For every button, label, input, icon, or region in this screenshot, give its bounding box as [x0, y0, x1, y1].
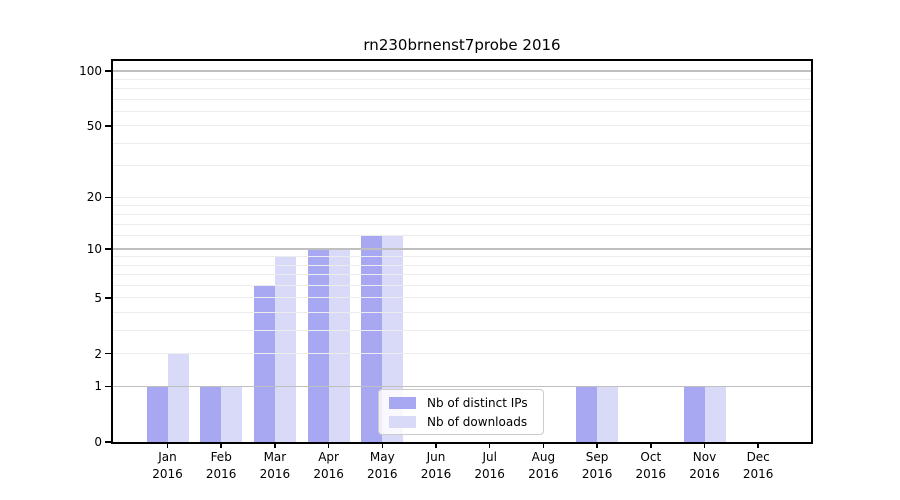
- plot-area: Nb of distinct IPs Nb of downloads: [111, 59, 813, 444]
- x-tick-label-nov: Nov 2016: [689, 450, 720, 481]
- x-tick-mark-may: [381, 443, 384, 448]
- bar-distinct-ips-may: [361, 235, 383, 442]
- legend-label-distinct-ips: Nb of distinct IPs: [427, 395, 528, 410]
- bar-distinct-ips-jan: [146, 386, 168, 442]
- bar-downloads-sep: [597, 386, 619, 442]
- x-tick-label-jun: Jun 2016: [420, 450, 452, 481]
- x-tick-label-feb: Feb 2016: [205, 450, 237, 481]
- bars-layer: [113, 61, 811, 442]
- bar-downloads-apr: [328, 249, 350, 442]
- chart-title: rn230brnenst7probe 2016: [363, 36, 561, 54]
- legend-label-downloads: Nb of downloads: [427, 414, 528, 429]
- y-tick-mark-0: [105, 441, 111, 443]
- x-tick-mark-aug: [542, 443, 545, 448]
- x-tick-label-apr: Apr 2016: [313, 450, 344, 481]
- x-tick-mark-sep: [596, 443, 598, 448]
- x-tick-mark-dec: [757, 443, 759, 448]
- bar-distinct-ips-feb: [200, 386, 222, 442]
- y-tick-mark-5: [105, 297, 111, 299]
- legend-swatch-distinct-ips-icon: [389, 396, 416, 409]
- x-tick-label-oct: Oct 2016: [635, 450, 667, 481]
- legend-swatch-downloads-icon: [389, 415, 416, 428]
- x-tick-label-aug: Aug 2016: [528, 450, 559, 481]
- y-tick-label-20: 20: [86, 190, 102, 205]
- x-tick-mark-oct: [650, 443, 652, 448]
- bar-downloads-mar: [274, 256, 296, 442]
- x-tick-mark-apr: [327, 443, 330, 448]
- y-tick-mark-10: [105, 248, 111, 250]
- y-tick-label-5: 5: [94, 290, 102, 305]
- legend-item-downloads: Nb of downloads: [379, 414, 543, 430]
- x-tick-label-jan: Jan 2016: [152, 450, 183, 481]
- bar-distinct-ips-mar: [253, 285, 275, 442]
- x-tick-label-dec: Dec 2016: [742, 450, 774, 481]
- y-tick-mark-1: [105, 385, 111, 388]
- x-tick-mark-mar: [274, 443, 276, 448]
- y-tick-label-10: 10: [86, 242, 102, 257]
- x-tick-label-may: May 2016: [367, 450, 398, 481]
- bar-downloads-jan: [167, 353, 189, 442]
- bar-downloads-feb: [221, 386, 243, 442]
- x-tick-mark-jan: [166, 443, 169, 448]
- y-tick-label-0: 0: [94, 435, 102, 449]
- bar-downloads-nov: [704, 386, 726, 442]
- y-tick-label-1: 1: [94, 379, 102, 394]
- bar-distinct-ips-apr: [307, 249, 329, 442]
- x-tick-mark-feb: [220, 443, 222, 448]
- x-tick-label-sep: Sep 2016: [581, 450, 613, 481]
- legend-item-distinct-ips: Nb of distinct IPs: [379, 395, 543, 411]
- x-tick-mark-jun: [435, 443, 437, 448]
- bar-distinct-ips-nov: [683, 386, 705, 442]
- legend: Nb of distinct IPs Nb of downloads: [378, 389, 544, 435]
- y-tick-mark-20: [105, 196, 111, 199]
- x-tick-label-mar: Mar 2016: [259, 450, 291, 481]
- x-tick-mark-jul: [488, 443, 491, 448]
- x-tick-label-jul: Jul 2016: [474, 450, 505, 481]
- y-tick-label-100: 100: [79, 64, 102, 78]
- x-tick-mark-nov: [703, 443, 706, 448]
- bar-distinct-ips-sep: [576, 386, 598, 442]
- y-tick-label-2: 2: [94, 346, 102, 361]
- y-tick-label-50: 50: [86, 118, 102, 133]
- y-tick-mark-50: [105, 125, 111, 127]
- y-tick-mark-2: [105, 352, 111, 355]
- y-tick-mark-100: [105, 70, 111, 72]
